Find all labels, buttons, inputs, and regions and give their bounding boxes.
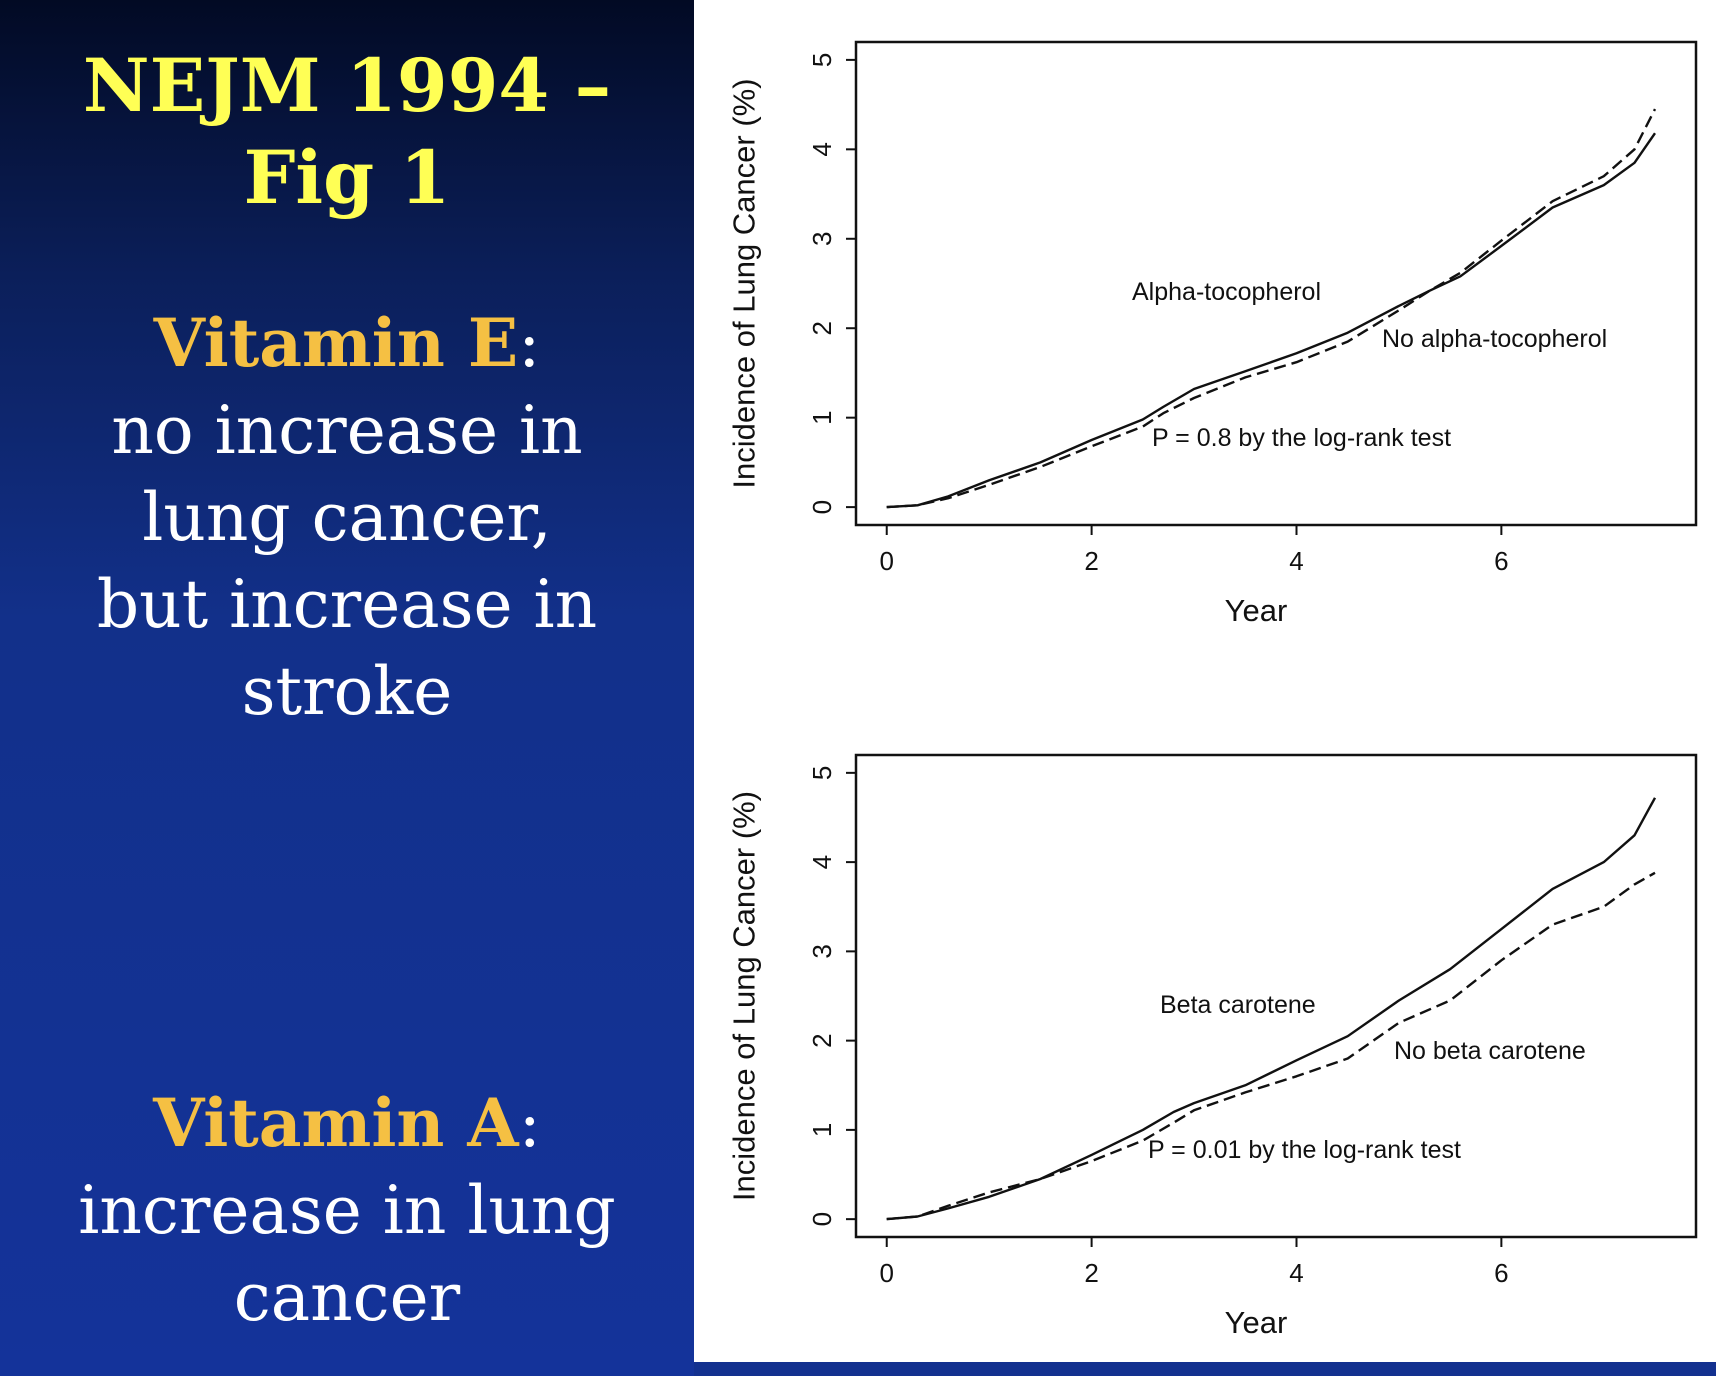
- y-tick-label: 4: [807, 142, 837, 156]
- kaplan-meier-figure: 0 2 4 6 0 1 2 3 4 5 Year Incidence of Lung Cancer (…: [727, 40, 1698, 1340]
- figure-panel: 0 2 4 6 0 1 2 3 4 5 Year Incidence of Lung Cancer (…: [694, 0, 1716, 1362]
- x-axis-label: Year: [1225, 1305, 1288, 1340]
- vitamin-a-text-line: cancer: [233, 1259, 461, 1336]
- p-value-annotation: P = 0.8 by the log-rank test: [1152, 424, 1451, 452]
- x-axis-label: Year: [1225, 593, 1288, 628]
- p-value-annotation: P = 0.01 by the log-rank test: [1148, 1136, 1461, 1164]
- vitamin-e-text-line: stroke: [241, 653, 453, 730]
- series-line-control: [886, 871, 1656, 1221]
- series-line-treatment: [886, 132, 1656, 509]
- y-tick-label: 1: [807, 410, 837, 424]
- y-tick-label: 5: [807, 53, 837, 67]
- chart-2: 0 2 4 6 0 1 2 3 4 5 Year Incidence of Lung Cancer (…: [727, 753, 1698, 1340]
- y-tick-label: 0: [807, 1212, 837, 1226]
- x-tick-label: 4: [1289, 546, 1303, 576]
- series-line-treatment: [886, 797, 1657, 1221]
- plot-frame: [854, 40, 1698, 527]
- x-tick-label: 6: [1494, 546, 1508, 576]
- vitamin-a-heading: Vitamin A: [153, 1084, 519, 1162]
- vitamin-e-text-line: but increase in: [96, 566, 598, 643]
- plot-frame: [854, 753, 1698, 1239]
- x-tick-label: 0: [879, 546, 893, 576]
- chart-1: 0 2 4 6 0 1 2 3 4 5 Year Incidence of Lung Cancer (…: [727, 40, 1698, 628]
- y-tick-label: 2: [807, 321, 837, 335]
- vitamin-e-heading: Vitamin E: [153, 304, 519, 382]
- vitamin-a-summary: Vitamin A: increase in lung cancer: [0, 1080, 694, 1341]
- y-axis-label: Incidence of Lung Cancer (%): [727, 78, 762, 488]
- y-tick-label: 5: [807, 766, 837, 780]
- vitamin-e-colon: :: [518, 305, 541, 382]
- vitamin-a-colon: :: [518, 1085, 541, 1162]
- y-tick-label: 3: [807, 944, 837, 958]
- x-tick-label: 6: [1494, 1258, 1508, 1288]
- y-axis-label: Incidence of Lung Cancer (%): [727, 791, 762, 1201]
- series-label: No beta carotene: [1394, 1037, 1586, 1065]
- y-tick-label: 4: [807, 855, 837, 869]
- series-label: Alpha-tocopherol: [1132, 278, 1321, 306]
- x-tick-label: 4: [1289, 1258, 1303, 1288]
- x-tick-label: 0: [879, 1258, 893, 1288]
- slide-title: NEJM 1994 – Fig 1: [0, 40, 694, 224]
- series-label: No alpha-tocopherol: [1382, 325, 1607, 353]
- vitamin-e-text-line: no increase in: [111, 392, 583, 469]
- y-tick-label: 2: [807, 1033, 837, 1047]
- vitamin-a-heading-line: Vitamin A:: [0, 1080, 694, 1167]
- y-tick-label: 1: [807, 1123, 837, 1137]
- x-tick-label: 2: [1084, 1258, 1098, 1288]
- x-tick-label: 2: [1084, 546, 1098, 576]
- vitamin-e-heading-line: Vitamin E:: [0, 300, 694, 387]
- vitamin-e-text-line: lung cancer,: [142, 479, 552, 556]
- vitamin-a-text-line: increase in lung: [78, 1172, 616, 1249]
- y-tick-label: 0: [807, 500, 837, 514]
- series-line-control: [886, 108, 1657, 509]
- slide-text-panel: NEJM 1994 – Fig 1 Vitamin E: no increase…: [0, 0, 694, 1376]
- slide-title-line-2: Fig 1: [243, 135, 451, 221]
- y-tick-label: 3: [807, 232, 837, 246]
- series-label: Beta carotene: [1160, 991, 1316, 1019]
- slide-title-line-1: NEJM 1994 –: [82, 43, 612, 129]
- vitamin-e-summary: Vitamin E: no increase in lung cancer, b…: [0, 300, 694, 735]
